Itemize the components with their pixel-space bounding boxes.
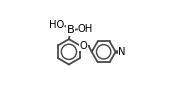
Text: N: N: [118, 47, 126, 57]
Text: HO: HO: [49, 20, 65, 30]
Text: OH: OH: [77, 24, 93, 34]
Text: B: B: [67, 25, 75, 35]
Text: O: O: [80, 41, 88, 51]
